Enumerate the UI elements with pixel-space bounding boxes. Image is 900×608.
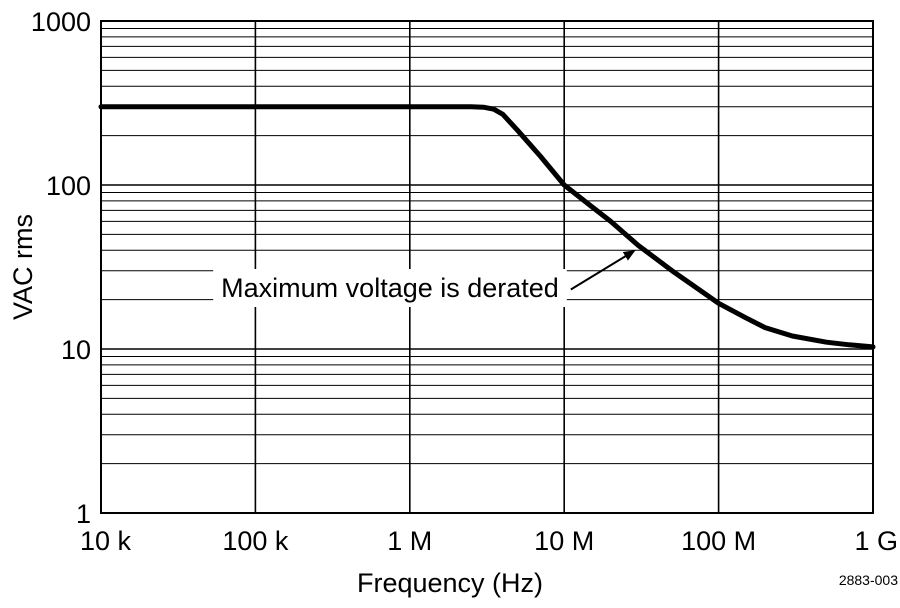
x-axis-title: Frequency (Hz)	[357, 568, 543, 598]
annotation-text: Maximum voltage is derated	[221, 273, 559, 303]
y-axis-title: VAC rms	[8, 214, 38, 320]
x-tick-label: 100 M	[681, 526, 756, 556]
x-tick-label: 1 M	[387, 526, 432, 556]
x-tick-label: 10 k	[80, 526, 132, 556]
x-tick-label: 100 k	[222, 526, 289, 556]
series-line	[98, 104, 876, 350]
y-tick-labels: 1 10 100 1000	[31, 7, 91, 529]
y-tick-label: 10	[61, 335, 91, 365]
annotation-background	[213, 269, 567, 307]
x-tick-labels: 10 k 100 k 1 M 10 M 100 M 1 G	[80, 526, 898, 556]
y-tick-label: 1	[76, 499, 91, 529]
plot-frame	[100, 20, 874, 514]
grid	[101, 21, 873, 513]
y-tick-label: 100	[46, 171, 91, 201]
x-tick-label: 10 M	[534, 526, 594, 556]
annotation-arrow	[570, 250, 636, 291]
y-tick-label: 1000	[31, 7, 91, 37]
figure-id: 2883-003	[839, 572, 898, 588]
x-tick-label: 1 G	[854, 526, 898, 556]
